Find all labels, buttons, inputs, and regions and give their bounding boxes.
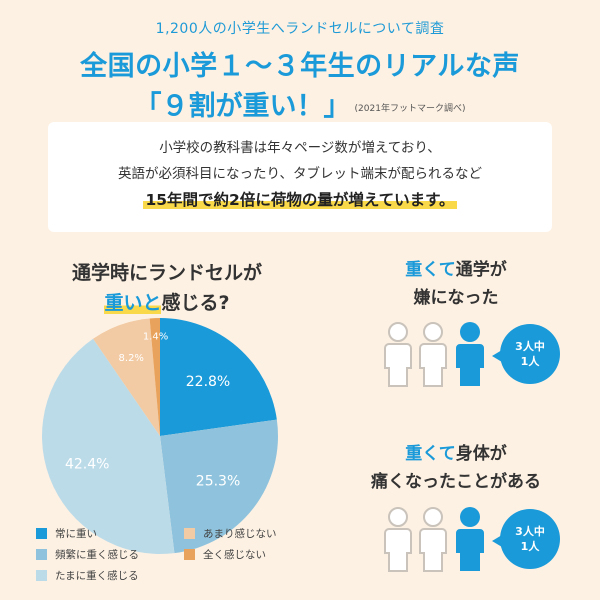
pie-slice-label: 22.8% xyxy=(186,374,230,390)
stat2-title: 重くて身体が 痛くなったことがある xyxy=(336,440,576,496)
legend-label: たまに重く感じる xyxy=(55,570,139,582)
stat2-rest: 身体が xyxy=(455,444,507,464)
question-title: 通学時にランドセルが 重いと感じる? xyxy=(42,258,292,318)
stat2-line-2: 痛くなったことがある xyxy=(371,472,541,492)
stat2-bubble: 3人中 1人 xyxy=(492,509,560,569)
person-filled-icon xyxy=(456,322,484,386)
pie-slice-label: 8.2% xyxy=(119,353,144,364)
legend-item: たまに重く感じる xyxy=(36,568,139,583)
stat2-people-icons xyxy=(384,507,484,572)
stat1-line-1: 重くて通学が xyxy=(336,256,576,284)
info-highlight: 15年間で約2倍に荷物の量が増えています。 xyxy=(143,191,457,209)
stat1-rest: 通学が xyxy=(455,260,507,280)
chart-legend: 常に重い頻繁に重く感じる たまに重く感じる あまり感じない 全く感じない xyxy=(36,526,336,596)
stat1-line-2: 嫌になった xyxy=(413,288,499,308)
page-title: 全国の小学１〜３年生のリアルな声 xyxy=(80,51,520,82)
question-line-1: 通学時にランドセルが xyxy=(71,262,262,284)
question-emphasis: 重いと xyxy=(104,292,162,314)
stat1-bubble: 3人中 1人 xyxy=(492,324,560,384)
stat1-people-icons xyxy=(384,322,484,387)
legend-swatch xyxy=(36,570,47,581)
legend-label: 頻繁に重く感じる xyxy=(55,549,139,561)
stat1-emphasis: 重くて xyxy=(405,260,456,280)
source-note: (2021年フットマーク調べ) xyxy=(354,104,466,114)
info-box: 小学校の教科書は年々ページ数が増えており、 英語が必須科目になったり、タブレット… xyxy=(48,122,552,232)
legend-label: 常に重い xyxy=(55,528,97,540)
legend-label: あまり感じない xyxy=(203,528,277,540)
person-filled-icon xyxy=(456,507,484,571)
question-line-2: 重いと感じる? xyxy=(42,288,292,318)
stat1-bubble-line-1: 3人中 xyxy=(515,340,545,353)
person-outline-icon xyxy=(419,322,447,387)
legend-label: 全く感じない xyxy=(203,549,266,561)
pie-slice xyxy=(149,318,160,436)
info-line-3: 15年間で約2倍に荷物の量が増えています。 xyxy=(48,188,552,210)
legend-item: 全く感じない xyxy=(184,547,266,562)
headline: 「９割が重い！」 xyxy=(134,91,351,122)
info-line-2: 英語が必須科目になったり、タブレット端末が配られるなど xyxy=(118,166,482,182)
pie-slice xyxy=(160,318,277,436)
info-line-1: 小学校の教科書は年々ページ数が増えており、 xyxy=(159,140,441,156)
pie-chart: 22.8% 25.3% 42.4% 8.2% 1.4% xyxy=(40,316,280,556)
legend-swatch xyxy=(36,528,47,539)
legend-item: 常に重い xyxy=(36,526,97,541)
pie-slice-label: 42.4% xyxy=(65,457,109,473)
person-outline-icon xyxy=(384,507,412,572)
pie-slice xyxy=(93,318,160,436)
legend-item: あまり感じない xyxy=(184,526,277,541)
legend-swatch xyxy=(184,528,195,539)
legend-swatch xyxy=(36,549,47,560)
headline-row: 「９割が重い！」 (2021年フットマーク調べ) xyxy=(0,84,600,123)
stat1-title: 重くて通学が 嫌になった xyxy=(336,256,576,312)
pie-slice-label: 25.3% xyxy=(196,474,240,490)
stat2-line-1: 重くて身体が xyxy=(336,440,576,468)
stat2-bubble-line-1: 3人中 xyxy=(515,525,545,538)
pie-slice xyxy=(42,338,175,554)
pie-slice xyxy=(160,419,278,554)
survey-subtitle: 1,200人の小学生へランドセルについて調査 xyxy=(155,21,445,37)
legend-swatch xyxy=(184,549,195,560)
question-rest: 感じる? xyxy=(161,292,230,314)
stat2-emphasis: 重くて xyxy=(405,444,456,464)
person-outline-icon xyxy=(384,322,412,387)
stat2-bubble-line-2: 1人 xyxy=(520,540,540,553)
stat2-people: 3人中 1人 xyxy=(376,505,596,585)
pie-slice-label: 1.4% xyxy=(143,332,168,343)
person-outline-icon xyxy=(419,507,447,572)
legend-item: 頻繁に重く感じる xyxy=(36,547,139,562)
stat1-bubble-line-2: 1人 xyxy=(520,355,540,368)
pie-chart-svg: 22.8% 25.3% 42.4% 8.2% 1.4% xyxy=(42,318,278,554)
stat1-people: 3人中 1人 xyxy=(376,320,596,400)
